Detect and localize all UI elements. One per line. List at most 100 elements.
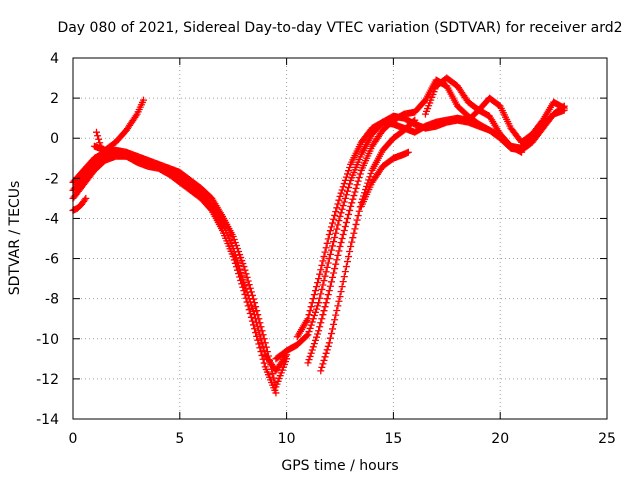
x-tick-label: 5 <box>175 431 184 447</box>
x-tick-label: 25 <box>598 431 616 447</box>
data-point <box>342 191 350 199</box>
data-point <box>139 96 147 104</box>
data-point <box>318 261 326 269</box>
data-point <box>103 152 111 160</box>
data-point <box>343 214 351 222</box>
data-point <box>332 229 340 237</box>
data-point <box>249 295 257 303</box>
data-point <box>239 283 247 291</box>
data-point <box>309 295 317 303</box>
data-point <box>337 288 345 296</box>
data-point <box>310 340 318 348</box>
data-point <box>319 360 327 368</box>
data-point <box>316 323 324 331</box>
x-tick-label: 0 <box>69 431 78 447</box>
data-point <box>251 325 259 333</box>
data-point <box>346 206 354 214</box>
data-point <box>345 184 353 192</box>
tick-labels: 0 5 10 15 20 25 -14 -12 -10 -8 -6 -4 -2 0 2 4 <box>36 51 616 447</box>
data-point <box>326 282 334 290</box>
data-point <box>306 307 314 315</box>
series-arc-12 <box>421 74 526 156</box>
data-point <box>240 287 248 295</box>
data-point <box>315 327 323 335</box>
series-arc-11 <box>357 148 412 210</box>
data-point <box>255 315 263 323</box>
data-point <box>307 303 315 311</box>
data-point <box>335 297 343 305</box>
data-point <box>350 229 358 237</box>
data-point <box>352 184 360 192</box>
data-point <box>232 242 240 250</box>
data-point <box>341 176 349 184</box>
data-point <box>349 195 357 203</box>
data-point <box>320 253 328 261</box>
data-point <box>303 332 311 340</box>
data-point <box>560 104 568 112</box>
data-point <box>230 256 238 264</box>
data-point <box>352 220 360 228</box>
data-point <box>345 167 353 175</box>
data-point <box>411 116 419 124</box>
data-point <box>319 311 327 319</box>
data-point <box>309 343 317 351</box>
data-point <box>322 244 330 252</box>
data-point <box>92 128 100 136</box>
data-point <box>346 248 354 256</box>
data-point <box>343 258 351 266</box>
y-tick-label: -14 <box>36 412 59 428</box>
data-point <box>325 287 333 295</box>
data-point <box>354 177 362 185</box>
data-point <box>336 212 344 220</box>
data-point <box>81 196 89 204</box>
data-point <box>353 181 361 189</box>
data-point <box>316 270 324 278</box>
data-point <box>332 260 340 268</box>
data-point <box>337 189 345 197</box>
data-point <box>343 187 351 195</box>
data-point <box>323 346 331 354</box>
data-point <box>231 259 239 267</box>
data-point <box>95 135 103 143</box>
data-point <box>304 331 312 339</box>
data-point <box>237 276 245 284</box>
data-point <box>333 256 341 264</box>
data-point <box>272 389 280 397</box>
y-tick-label: -6 <box>45 252 59 268</box>
data-point <box>332 208 340 216</box>
data-point <box>310 312 318 320</box>
data-point <box>321 248 329 256</box>
data-point <box>333 225 341 233</box>
data-point <box>349 234 357 242</box>
data-point <box>259 331 267 339</box>
data-point <box>232 263 240 271</box>
data-point <box>351 225 359 233</box>
data-point <box>324 259 332 267</box>
chart-title: Day 080 of 2021, Sidereal Day-to-day VTE… <box>57 20 622 36</box>
data-point <box>94 132 102 140</box>
data-point <box>335 217 343 225</box>
data-point <box>240 263 248 271</box>
data-point <box>320 277 328 285</box>
data-point <box>283 355 291 363</box>
y-tick-label: -4 <box>45 211 59 227</box>
series-arc-2 <box>69 146 291 391</box>
data-point <box>243 298 251 306</box>
data-point <box>333 306 341 314</box>
x-tick-label: 20 <box>491 431 509 447</box>
data-point <box>338 186 346 194</box>
series-arc-5 <box>92 128 111 160</box>
data-point <box>96 139 104 147</box>
data-point <box>241 266 249 274</box>
data-point <box>252 303 260 311</box>
data-point <box>355 207 363 215</box>
data-point <box>258 327 266 335</box>
data-point <box>329 242 337 250</box>
data-point <box>326 250 334 258</box>
x-tick-label: 15 <box>384 431 402 447</box>
data-point <box>329 219 337 227</box>
series-arc-3 <box>69 152 280 397</box>
y-tick-label: -2 <box>45 171 59 187</box>
data-point <box>338 205 346 213</box>
data-point <box>336 192 344 200</box>
